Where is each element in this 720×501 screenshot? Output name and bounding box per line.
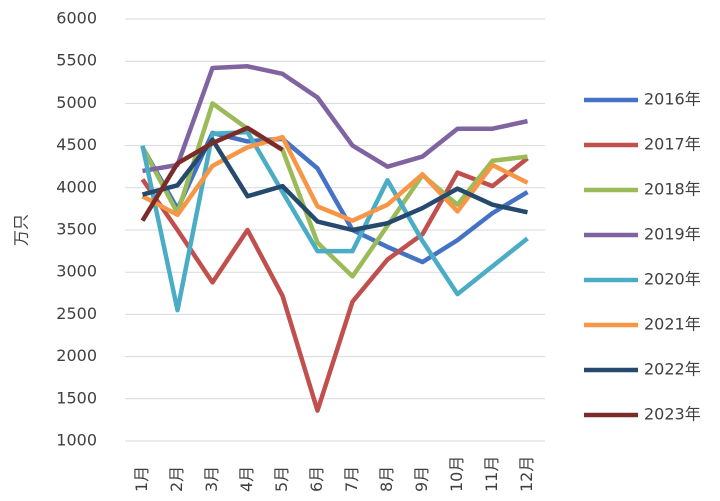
y-tick-label: 5500 [56, 51, 97, 70]
x-tick-label: 7月 [342, 466, 361, 492]
x-tick-label: 5月 [272, 466, 291, 492]
y-tick-label: 1000 [56, 431, 97, 450]
series-line [140, 129, 529, 313]
x-tick-label: 9月 [412, 466, 431, 492]
y-tick-label: 6000 [56, 9, 97, 28]
x-tick-label: 11月 [482, 456, 501, 492]
y-tick-label: 5000 [56, 93, 97, 112]
x-tick-label: 12月 [517, 456, 536, 492]
y-tick-label: 2000 [56, 346, 97, 365]
x-tick-label: 1月 [132, 466, 151, 492]
x-tick-label: 10月 [447, 456, 466, 492]
y-tick-label: 1500 [56, 388, 97, 407]
y-tick-label: 4000 [56, 177, 97, 196]
x-tick-label: 2月 [167, 466, 186, 492]
series-line [140, 125, 284, 222]
legend-label: 2020年 [644, 270, 701, 289]
x-tick-label: 8月 [377, 466, 396, 492]
series-line [140, 101, 528, 279]
legend-label: 2023年 [644, 405, 701, 424]
x-tick-label: 6月 [307, 466, 326, 492]
legend-label: 2021年 [644, 315, 701, 334]
y-axis-label: 万只 [12, 214, 31, 246]
x-tick-label: 4月 [237, 466, 256, 492]
y-tick-label: 3500 [56, 220, 97, 239]
legend-label: 2018年 [644, 180, 701, 199]
legend-label: 2019年 [644, 225, 701, 244]
y-tick-label: 4500 [56, 135, 97, 154]
series-line [140, 156, 529, 413]
series-line [142, 64, 528, 174]
legend-label: 2017年 [644, 135, 701, 154]
y-tick-label: 3000 [56, 262, 97, 281]
series-line [141, 134, 529, 223]
legend-label: 2016年 [644, 90, 701, 109]
y-tick-label: 2500 [56, 304, 97, 323]
x-tick-label: 3月 [202, 466, 221, 492]
legend-label: 2022年 [644, 360, 701, 379]
